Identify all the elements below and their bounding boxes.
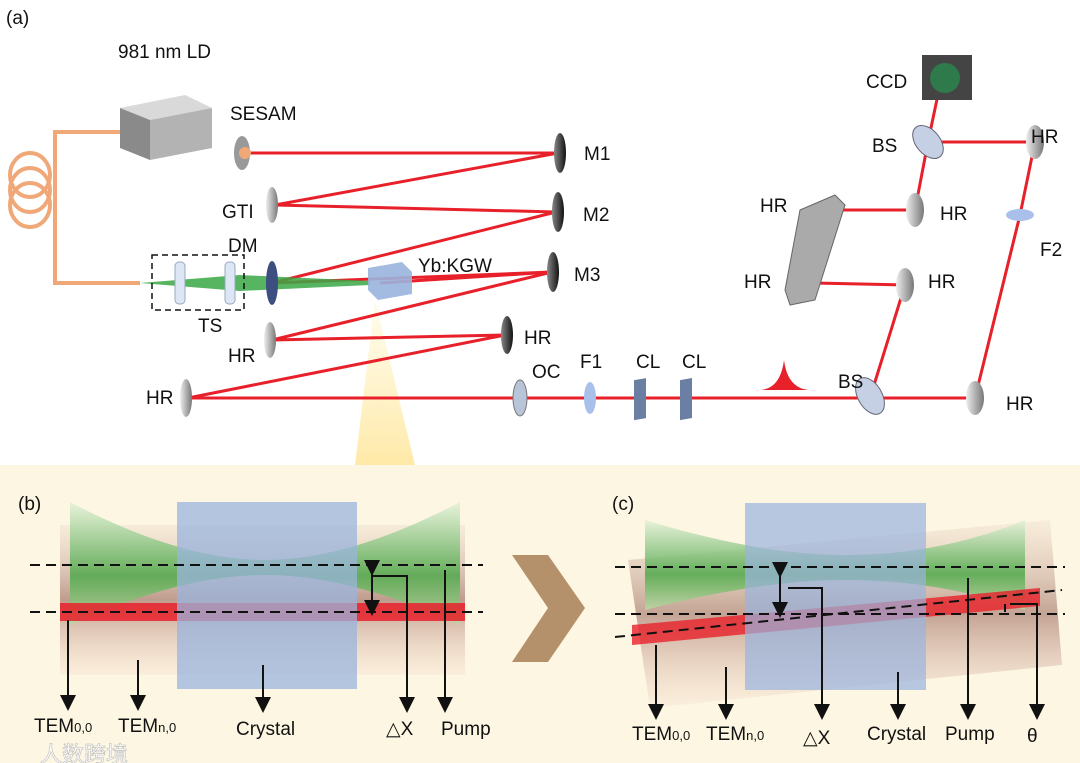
mirror-hr-icon xyxy=(906,193,924,227)
mirror-hr-icon xyxy=(896,268,914,302)
label-crystal: Crystal xyxy=(236,719,295,740)
cylindrical-lens-icon xyxy=(680,377,692,421)
label-hr: HR xyxy=(760,196,787,217)
lens-icon xyxy=(224,261,236,305)
gti-icon xyxy=(266,187,278,223)
panel-c-tag: (c) xyxy=(612,494,634,515)
filter-f1-icon xyxy=(584,382,596,414)
fiber-icon xyxy=(8,130,140,285)
label-hr: HR xyxy=(1006,394,1033,415)
label-bs: BS xyxy=(838,372,863,393)
label-ccd: CCD xyxy=(866,72,907,93)
source-label: 981 nm LD xyxy=(118,42,211,63)
crystal-zoom-cone xyxy=(355,300,415,465)
label-dm: DM xyxy=(228,236,258,257)
cylindrical-lens-icon xyxy=(634,378,646,421)
dichroic-mirror-icon xyxy=(266,261,278,305)
watermark: 人数跨境 xyxy=(40,742,128,763)
mirror-hr-icon xyxy=(501,316,513,354)
telescope-box xyxy=(151,254,245,311)
label-pump: Pump xyxy=(945,724,995,745)
mirror-hr-icon xyxy=(1026,125,1044,159)
label-crystal: Crystal xyxy=(867,724,926,745)
label-pump: Pump xyxy=(441,719,491,740)
panel-a-tag: (a) xyxy=(6,8,29,29)
label-temn0: TEMn,0 xyxy=(118,716,176,737)
label-ts: TS xyxy=(198,316,222,337)
label-delta-x: △X xyxy=(386,719,414,740)
label-crystal: Yb:KGW xyxy=(418,256,492,277)
label-f2: F2 xyxy=(1040,240,1062,261)
label-sesam: SESAM xyxy=(230,104,297,125)
chevron-arrow-icon xyxy=(512,555,585,662)
panel-b-beams xyxy=(30,502,483,713)
lens-icon xyxy=(174,261,186,305)
label-cl: CL xyxy=(636,352,660,373)
output-coupler-icon xyxy=(512,379,528,417)
mirror-hr-icon xyxy=(264,322,276,358)
label-hr: HR xyxy=(146,388,173,409)
pulse-icon xyxy=(755,360,815,391)
label-hr: HR xyxy=(928,272,955,293)
label-m2: M2 xyxy=(583,205,609,226)
crystal-block xyxy=(745,503,926,690)
label-temn0: TEMn,0 xyxy=(706,724,764,745)
label-hr: HR xyxy=(228,346,255,367)
label-hr: HR xyxy=(1031,127,1058,148)
label-hr: HR xyxy=(744,272,771,293)
pump-beam xyxy=(140,275,370,291)
label-bs: BS xyxy=(872,136,897,157)
label-m1: M1 xyxy=(584,144,610,165)
crystal-icon xyxy=(368,262,412,300)
filter-f2-icon xyxy=(1006,209,1034,221)
crystal-block xyxy=(177,502,357,689)
laser-beam-path xyxy=(187,84,1037,400)
mirror-hr-icon xyxy=(966,381,984,415)
label-cl: CL xyxy=(682,352,706,373)
laser-diode-icon xyxy=(120,95,212,160)
beam-splitter-icon xyxy=(912,125,944,159)
panel-b-tag: (b) xyxy=(18,494,41,515)
label-hr: HR xyxy=(524,328,551,349)
label-oc: OC xyxy=(532,362,561,383)
mirror-m3-icon xyxy=(547,252,559,292)
label-delta-x: △X xyxy=(803,728,831,749)
periscope-icon xyxy=(784,194,846,306)
label-f1: F1 xyxy=(580,352,602,373)
beam-splitter-icon xyxy=(855,377,885,415)
mirror-hr-icon xyxy=(180,379,192,417)
mirror-m1-icon xyxy=(554,133,566,173)
mirror-m2-icon xyxy=(552,192,564,232)
panel-c-beams xyxy=(614,503,1065,712)
label-hr: HR xyxy=(940,204,967,225)
label-tem00: TEM0,0 xyxy=(632,724,690,745)
label-m3: M3 xyxy=(574,265,600,286)
label-gti: GTI xyxy=(222,202,254,223)
label-theta: θ xyxy=(1027,726,1038,747)
label-tem00: TEM0,0 xyxy=(34,716,92,737)
